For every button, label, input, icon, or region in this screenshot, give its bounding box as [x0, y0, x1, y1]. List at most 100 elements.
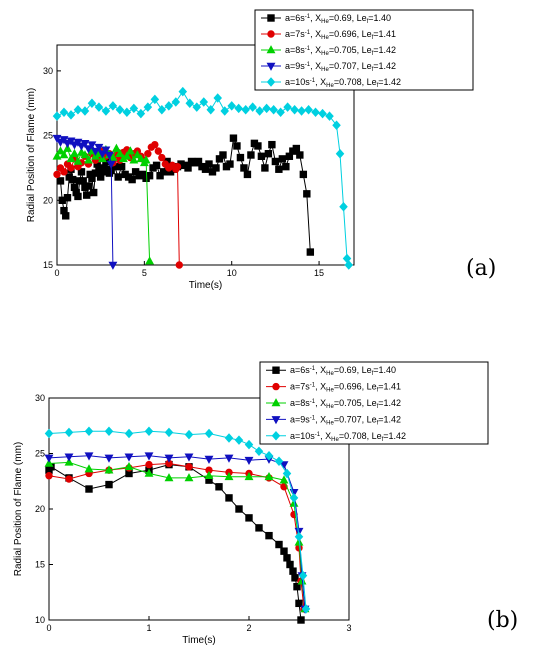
data-point	[159, 168, 168, 176]
data-point	[215, 483, 223, 491]
data-point	[269, 104, 278, 115]
data-point	[136, 154, 146, 163]
x-tick-label: 10	[227, 268, 237, 278]
data-point	[184, 164, 192, 172]
data-point	[227, 101, 236, 111]
data-point	[235, 505, 243, 513]
data-point	[80, 140, 90, 149]
data-point	[199, 97, 209, 107]
data-point	[84, 426, 94, 437]
data-point	[158, 153, 166, 162]
data-point	[44, 458, 54, 467]
data-point	[97, 150, 107, 159]
data-point	[59, 136, 69, 145]
data-point	[89, 188, 98, 197]
data-point	[144, 426, 154, 437]
data-point	[255, 106, 264, 116]
data-point	[151, 140, 159, 149]
data-point	[80, 106, 90, 116]
data-point	[94, 143, 104, 153]
data-point	[225, 494, 233, 502]
y-axis-label: Radial Position of Flame (mm)	[26, 88, 37, 222]
data-point	[261, 164, 269, 172]
y-tick-label: 20	[43, 195, 53, 205]
data-point	[244, 456, 254, 466]
data-point	[213, 93, 223, 103]
data-point	[59, 150, 69, 159]
y-tick-label: 15	[35, 560, 45, 570]
series-3	[52, 134, 118, 270]
data-point	[226, 160, 234, 168]
data-point	[101, 106, 111, 116]
x-axis-label: Time(s)	[182, 635, 216, 646]
legend-entry: a=6s-1, XHe=0.69, Lef=1.40	[285, 13, 391, 25]
data-point	[124, 428, 134, 439]
data-point	[245, 514, 253, 522]
data-point	[90, 147, 100, 156]
data-point	[282, 162, 290, 171]
legend-swatch-marker	[266, 62, 276, 71]
data-point	[220, 106, 229, 116]
data-point	[94, 102, 104, 112]
data-point	[108, 101, 118, 111]
data-point	[66, 154, 76, 163]
series-4	[44, 426, 311, 614]
data-point	[63, 194, 72, 202]
data-point	[52, 134, 62, 144]
data-point	[145, 460, 153, 469]
data-point	[84, 145, 93, 154]
data-point	[152, 161, 161, 170]
data-point	[234, 103, 243, 114]
data-point	[111, 143, 121, 152]
legend-entry: a=10s-1, XHe=0.708, Lef=1.42	[290, 431, 406, 443]
legend-entry: a=8s-1, XHe=0.705, Lef=1.42	[290, 398, 401, 410]
data-point	[204, 455, 214, 464]
data-point	[224, 454, 234, 463]
data-point	[144, 150, 152, 158]
legend-entry: a=9s-1, XHe=0.707, Lef=1.42	[290, 414, 401, 426]
series-0	[56, 134, 315, 256]
data-point	[60, 168, 68, 176]
data-point	[124, 453, 134, 462]
data-point	[276, 107, 285, 118]
data-point	[289, 493, 299, 503]
data-point	[306, 248, 315, 256]
legend-swatch-marker	[267, 14, 275, 22]
data-point	[171, 97, 181, 107]
data-point	[136, 108, 146, 119]
data-point	[105, 480, 113, 489]
data-point	[248, 102, 257, 112]
data-point	[268, 140, 276, 149]
x-tick-label: 3	[346, 623, 351, 633]
data-point	[52, 111, 62, 121]
data-point	[74, 192, 82, 201]
data-point	[184, 473, 194, 482]
data-point	[185, 98, 195, 108]
x-tick-label: 0	[46, 623, 51, 633]
legend-swatch-marker	[266, 45, 276, 54]
data-point	[264, 150, 273, 158]
data-point	[244, 439, 254, 450]
data-point	[318, 108, 327, 119]
data-point	[164, 473, 174, 482]
data-point	[66, 110, 76, 120]
chart-a: 0 5 10 15 15 20 25 30 Time(s) Radial Position of …	[26, 9, 474, 291]
y-tick-label: 25	[43, 131, 53, 141]
data-point	[73, 156, 83, 165]
data-point	[132, 150, 142, 159]
data-point	[271, 157, 280, 166]
data-point	[247, 151, 255, 159]
data-point	[304, 104, 313, 115]
data-point	[344, 260, 354, 270]
data-point	[108, 152, 118, 161]
data-point	[257, 152, 266, 160]
data-point	[339, 202, 348, 212]
data-point	[212, 164, 220, 172]
data-point	[77, 168, 86, 176]
series-2	[52, 143, 155, 265]
legend-entry: a=8s-1, XHe=0.705, Lef=1.42	[285, 45, 396, 57]
legend-swatch-marker	[272, 366, 280, 374]
data-point	[84, 155, 93, 164]
legend: a=6s-1, XHe=0.69, Lef=1.40 a=7s-1, XHe=0.…	[254, 9, 474, 91]
data-point	[64, 457, 74, 466]
